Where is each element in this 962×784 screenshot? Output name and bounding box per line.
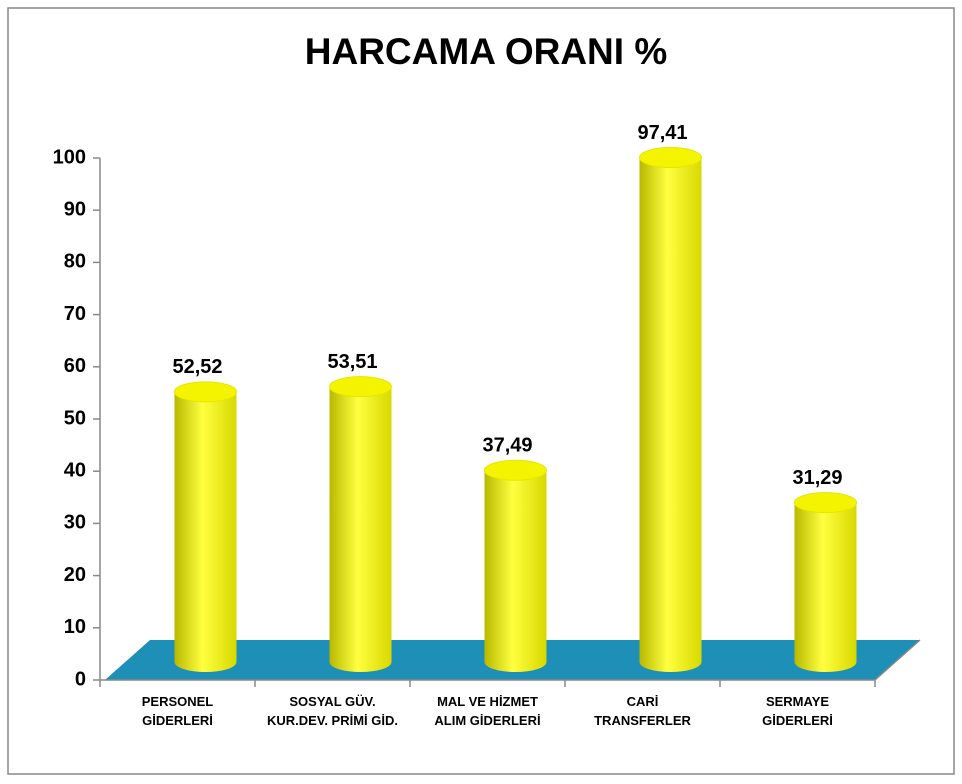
x-axis-depth bbox=[874, 639, 921, 681]
bar bbox=[794, 492, 857, 673]
y-tick-label: 30 bbox=[64, 512, 86, 534]
value-label: 31,29 bbox=[792, 467, 842, 489]
bar-top bbox=[174, 381, 237, 403]
value-label: 97,41 bbox=[637, 122, 687, 144]
bar-top bbox=[639, 147, 702, 169]
chart-title: HARCAMA ORANI % bbox=[305, 31, 667, 72]
x-tick-label: MAL VE HİZMET ALIM GİDERLERİ bbox=[434, 694, 541, 728]
y-tick-label: 50 bbox=[64, 407, 86, 429]
y-tick-label: 100 bbox=[53, 146, 86, 168]
y-tick-label: 70 bbox=[64, 303, 86, 325]
bar bbox=[484, 460, 547, 673]
y-tick-label: 90 bbox=[64, 198, 86, 220]
y-tick-label: 40 bbox=[64, 459, 86, 481]
y-tick-label: 10 bbox=[64, 616, 86, 638]
x-tick-label: CARİ TRANSFERLER bbox=[594, 694, 691, 728]
value-label: 53,51 bbox=[327, 351, 377, 373]
value-label: 37,49 bbox=[482, 435, 532, 457]
bar bbox=[174, 381, 237, 673]
value-label: 52,52 bbox=[172, 356, 222, 378]
bar-top bbox=[484, 459, 547, 481]
bar bbox=[639, 147, 702, 673]
y-tick-label: 0 bbox=[75, 668, 86, 690]
x-tick-label: PERSONEL GİDERLERİ bbox=[141, 694, 214, 728]
x-tick-label: SOSYAL GÜV. KUR.DEV. PRİMİ GİD. bbox=[267, 694, 398, 728]
x-tick-label: SERMAYE GİDERLERİ bbox=[762, 694, 833, 728]
y-tick-label: 20 bbox=[64, 564, 86, 586]
bar bbox=[329, 376, 392, 673]
bar-top bbox=[794, 492, 857, 514]
y-tick-label: 80 bbox=[64, 251, 86, 273]
y-tick-label: 60 bbox=[64, 355, 86, 377]
bar-top bbox=[329, 376, 392, 398]
